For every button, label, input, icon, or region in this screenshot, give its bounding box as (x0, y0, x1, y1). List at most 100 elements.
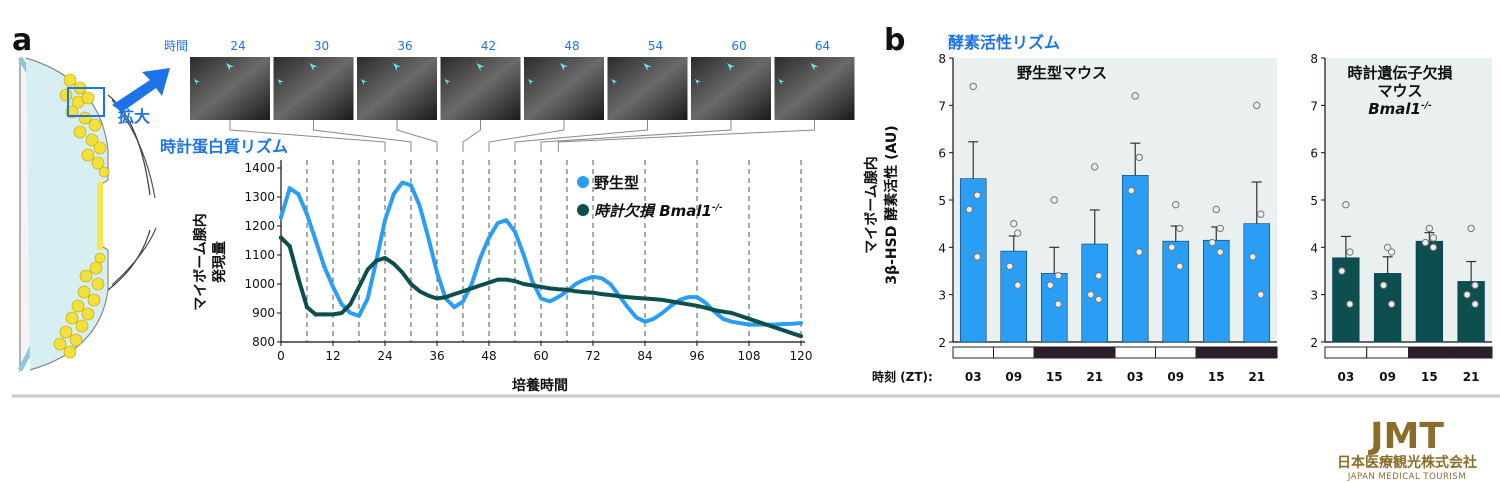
sample-point (1379, 281, 1388, 289)
bar (1040, 273, 1068, 343)
bar (1081, 243, 1109, 343)
sample-point (1091, 163, 1099, 171)
bar (1373, 273, 1402, 343)
sample-point (1338, 267, 1346, 275)
knockout-title-3: Bmal1-/- (1368, 100, 1432, 118)
sample-point (1463, 290, 1471, 299)
sample-point (1176, 262, 1184, 270)
series-line-knockout (279, 235, 803, 339)
y-tick-label: 800 (252, 335, 275, 349)
legend-label-wildtype: 野生型 (594, 174, 639, 192)
cell-arrow-icon (727, 63, 735, 71)
bar-chart-wildtype: 2 3 4 5 6 7 8 03 09 15 21 03 09 15 21 (938, 52, 1278, 384)
time-label: 60 (731, 39, 746, 53)
bar (959, 178, 987, 343)
logo-brand: JMT (1367, 416, 1444, 457)
connector-line (313, 120, 412, 152)
knockout-title-gene: Bmal1 (1368, 100, 1421, 118)
y-tick-label: 5 (938, 194, 946, 208)
expand-arrow-icon (112, 68, 170, 112)
sample-point (1176, 224, 1184, 233)
dark-phase-bar (1449, 346, 1493, 359)
knockout-title-2: マウス (1377, 82, 1422, 100)
sample-point (1010, 219, 1018, 228)
cell-arrow-icon (778, 79, 785, 85)
logo-name-en: JAPAN MEDICAL TOURISM (1347, 472, 1466, 482)
cell-arrow-icon (361, 79, 367, 85)
x-tick-label: 48 (481, 349, 496, 363)
y-tick-label: 8 (1310, 52, 1318, 66)
x-tick-label: 03 (965, 370, 982, 384)
bar (1332, 257, 1360, 343)
y-tick-label: 1100 (244, 248, 275, 262)
panel-a-section-title: 時計蛋白質リズム (160, 137, 288, 156)
x-tick-label: 03 (1338, 370, 1355, 384)
y-tick-label: 6 (938, 147, 946, 161)
data-point (304, 305, 310, 310)
sample-point (1429, 243, 1438, 252)
time-row-label: 時刻 (ZT): (872, 369, 933, 384)
bar-chart-ylabel-1: マイボーム腺内 (863, 156, 880, 254)
time-label: 42 (481, 39, 496, 53)
line-chart-xlabel: 培養時間 (512, 377, 568, 394)
x-tick-label: 84 (637, 349, 652, 363)
cell-arrow-icon (444, 79, 451, 85)
sample-point (1346, 300, 1354, 308)
light-phase-bar (952, 346, 994, 359)
light-phase-bar (1114, 346, 1156, 359)
dark-phase-bar (1236, 346, 1278, 359)
time-label: 64 (815, 39, 830, 53)
cell-arrow-icon (528, 79, 534, 85)
data-point (296, 276, 301, 281)
light-phase-bar (1155, 346, 1197, 359)
light-phase-bar (1366, 346, 1409, 359)
panel-a-letter: a (12, 23, 32, 58)
sample-point (1054, 300, 1062, 308)
data-point (278, 235, 284, 240)
time-label: 30 (314, 39, 329, 53)
y-tick-label: 1300 (244, 190, 275, 204)
sample-point (1095, 295, 1103, 304)
panel-b-letter: b (884, 23, 905, 58)
cell-arrow-icon (226, 63, 234, 71)
sample-point (969, 82, 977, 91)
sample-point (1135, 248, 1143, 256)
bar (1162, 240, 1190, 343)
sample-point (973, 191, 981, 199)
x-tick-label: 12 (325, 349, 340, 363)
cell-arrow-icon (194, 79, 200, 85)
legend-label-knockout-text: 時計欠損 Bmal1 (594, 202, 712, 220)
data-point (287, 186, 292, 191)
data-point (313, 312, 318, 317)
x-tick-label: 09 (1167, 370, 1184, 384)
y-tick-label: 2 (1310, 336, 1318, 350)
cell-arrow-icon (643, 63, 652, 71)
light-phase-bar (993, 346, 1035, 359)
sample-point (973, 253, 981, 261)
data-point (322, 264, 327, 269)
sample-point (1006, 262, 1014, 270)
sample-point (1257, 210, 1265, 218)
line-chart: 800 900 1000 1100 1200 1300 1400 0 12 24 36 48 60 72 8… (244, 160, 812, 363)
sample-point (1471, 281, 1479, 289)
x-tick-label: 36 (429, 349, 444, 363)
x-tick-label: 15 (1046, 370, 1063, 384)
sample-point (1429, 234, 1438, 242)
x-tick-label: 21 (1248, 370, 1265, 384)
sample-point (1387, 248, 1396, 256)
cell-arrow-icon (277, 79, 284, 85)
dark-phase-bar (1033, 346, 1075, 359)
sample-point (1087, 290, 1095, 299)
data-point (322, 312, 327, 317)
data-point (278, 215, 284, 220)
legend-label-knockout: 時計欠損 Bmal1-/- (594, 202, 723, 220)
x-tick-label: 09 (1379, 370, 1396, 384)
y-tick-label: 6 (1310, 147, 1318, 161)
sample-point (1135, 153, 1143, 162)
sample-point (1131, 92, 1139, 100)
sample-point (1095, 272, 1103, 280)
y-tick-label: 900 (252, 306, 275, 320)
x-tick-label: 21 (1463, 370, 1480, 384)
data-point (287, 244, 292, 249)
y-tick-label: 7 (1310, 99, 1318, 113)
